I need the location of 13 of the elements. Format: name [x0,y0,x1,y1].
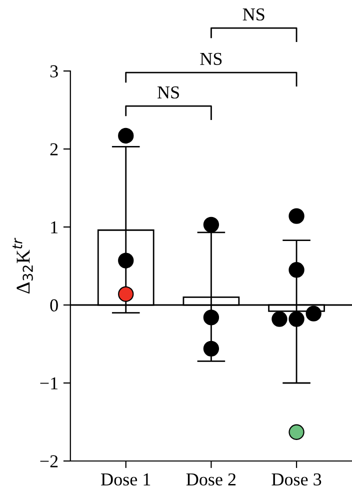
y-tick-label: 1 [51,221,58,234]
text: NS [242,8,264,21]
y-tick-label: −2 [40,455,58,468]
y-axis-title: Δ$_{32}$K$^{tr}$ [12,238,33,294]
x-tick-label: Dose 3 [272,473,322,486]
text: NS [200,52,222,65]
x-tick-label: Dose 1 [101,473,150,486]
y-tick-label: 0 [50,299,58,312]
y-tick-label: 3 [50,65,58,78]
y-tick-label: 2 [50,143,58,156]
y-tick-label: −1 [40,377,58,390]
x-tick-label: Dose 2 [186,473,236,486]
annotation: NS [158,86,179,99]
